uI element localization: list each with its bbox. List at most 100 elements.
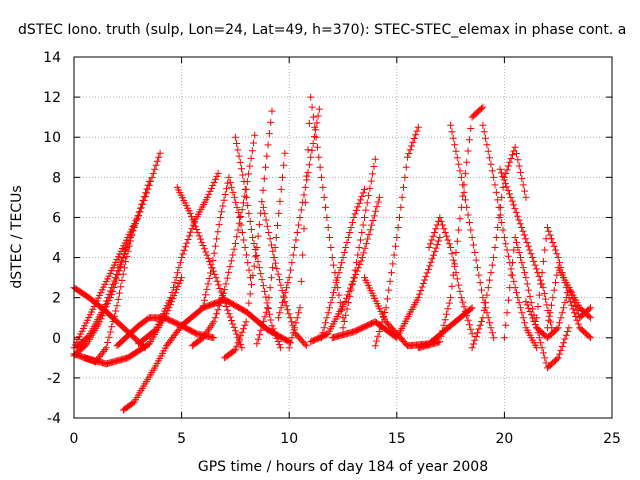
data-point xyxy=(168,289,176,297)
data-point xyxy=(240,177,248,185)
data-point xyxy=(484,147,492,155)
data-point xyxy=(229,251,237,259)
data-point xyxy=(199,302,207,310)
data-point xyxy=(300,191,308,199)
data-point xyxy=(225,268,233,276)
data-point xyxy=(205,274,213,282)
data-point xyxy=(199,242,207,250)
data-point xyxy=(467,124,475,132)
data-point xyxy=(552,279,560,287)
data-point xyxy=(263,152,271,160)
data-point xyxy=(482,134,490,142)
data-point xyxy=(463,203,471,211)
data-point xyxy=(129,227,137,235)
data-point xyxy=(340,249,348,257)
data-point xyxy=(348,281,356,289)
data-point xyxy=(527,299,535,307)
data-point xyxy=(234,339,242,347)
data-point xyxy=(373,337,381,345)
data-point xyxy=(479,103,487,111)
data-point xyxy=(330,289,338,297)
data-point xyxy=(414,294,422,302)
data-point xyxy=(440,225,448,233)
data-point xyxy=(198,238,206,246)
data-point xyxy=(275,209,283,217)
data-point xyxy=(326,304,334,312)
data-point xyxy=(515,216,523,224)
data-point xyxy=(404,153,412,161)
data-point xyxy=(468,234,476,241)
data-point xyxy=(344,291,352,299)
data-point xyxy=(208,264,216,272)
y-tick-label: 14 xyxy=(43,50,61,66)
data-point xyxy=(503,309,511,317)
data-point xyxy=(213,310,221,318)
data-point xyxy=(356,196,364,204)
data-point xyxy=(561,299,569,307)
data-point xyxy=(300,225,308,233)
data-point xyxy=(361,185,369,193)
data-point xyxy=(479,294,487,302)
data-point xyxy=(301,183,309,191)
data-point xyxy=(211,314,219,322)
data-point xyxy=(313,143,321,151)
data-point xyxy=(467,226,475,234)
data-point xyxy=(372,207,380,215)
data-point xyxy=(289,251,297,259)
data-point xyxy=(113,302,121,310)
data-point xyxy=(519,314,527,322)
data-point xyxy=(408,142,416,150)
data-point xyxy=(217,298,225,306)
data-point xyxy=(174,283,182,291)
data-point xyxy=(474,329,481,337)
data-point xyxy=(525,286,533,294)
data-point xyxy=(499,226,507,234)
data-point xyxy=(232,198,240,206)
data-point xyxy=(586,304,594,312)
data-point xyxy=(504,186,512,194)
data-point xyxy=(496,165,504,173)
data-point xyxy=(292,236,300,244)
data-point xyxy=(254,335,262,343)
y-tick-label: 0 xyxy=(52,331,61,347)
data-point xyxy=(361,244,369,252)
data-point xyxy=(504,162,512,170)
data-point xyxy=(360,249,368,257)
data-point xyxy=(424,265,432,273)
data-point xyxy=(313,119,321,127)
data-point xyxy=(364,235,372,243)
data-point xyxy=(405,150,413,158)
data-point xyxy=(518,223,526,231)
data-point xyxy=(215,302,223,310)
data-point xyxy=(554,324,562,332)
data-point xyxy=(469,340,477,348)
data-point xyxy=(472,256,480,264)
data-point xyxy=(218,208,226,216)
data-point xyxy=(346,284,354,292)
data-point xyxy=(517,304,525,312)
data-point xyxy=(110,312,118,320)
data-point xyxy=(211,270,219,278)
data-point xyxy=(184,236,192,244)
data-point xyxy=(499,172,507,180)
data-point xyxy=(100,347,108,355)
data-point xyxy=(449,256,457,264)
data-point xyxy=(443,310,451,318)
data-point xyxy=(443,232,451,240)
data-point xyxy=(237,221,245,229)
data-point xyxy=(233,233,241,241)
data-point xyxy=(488,167,496,175)
data-point xyxy=(274,338,282,346)
data-point xyxy=(342,294,350,302)
data-point xyxy=(106,328,114,336)
data-point xyxy=(553,355,561,363)
data-point xyxy=(236,158,244,166)
data-point xyxy=(258,322,266,330)
data-point xyxy=(255,264,263,272)
data-point xyxy=(497,169,505,177)
data-point xyxy=(363,199,371,207)
data-point xyxy=(339,324,347,332)
data-point xyxy=(500,334,508,342)
data-point xyxy=(545,227,553,235)
